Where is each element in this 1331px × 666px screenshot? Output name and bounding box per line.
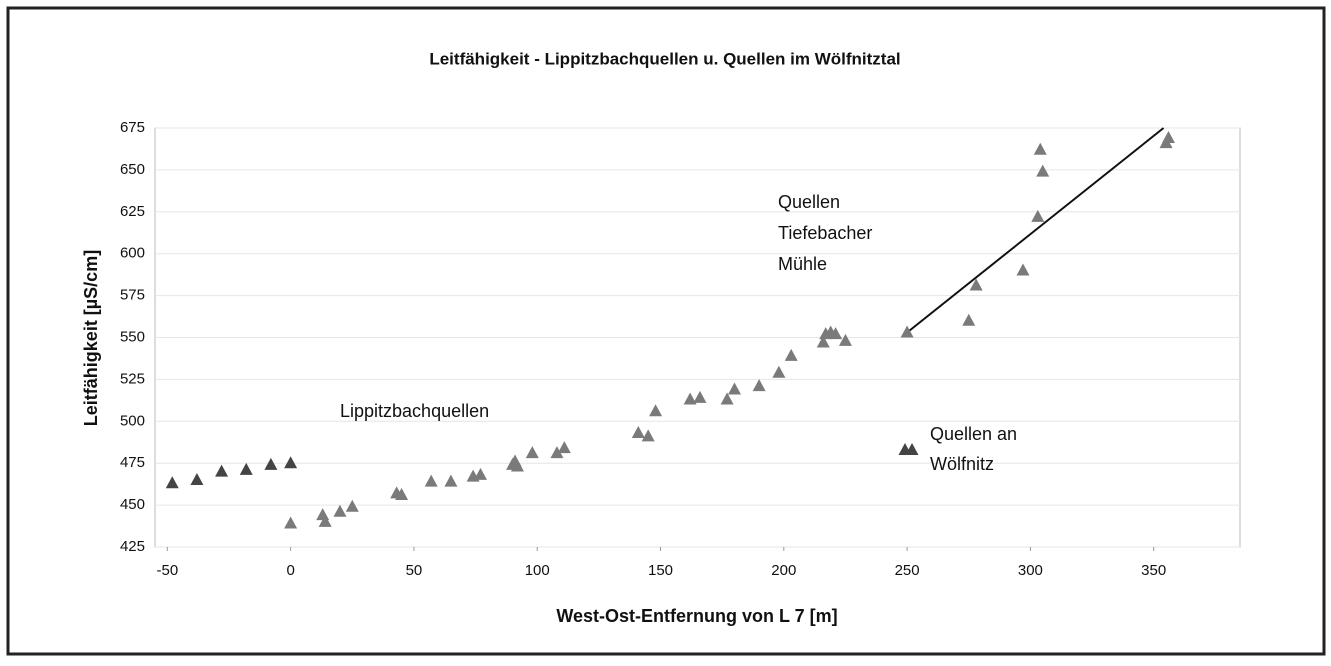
series-label: Mühle xyxy=(778,254,827,274)
data-point xyxy=(264,457,278,470)
data-point xyxy=(510,459,524,472)
data-point xyxy=(1033,142,1047,155)
y-tick-label: 500 xyxy=(120,412,145,429)
x-tick-label: 250 xyxy=(895,562,920,579)
series-label: Quellen an xyxy=(930,424,1017,444)
y-tick-label: 675 xyxy=(120,119,145,136)
x-tick-label: 150 xyxy=(648,562,673,579)
data-point xyxy=(1016,263,1030,276)
data-point xyxy=(474,467,487,480)
y-axis-title: Leitfähigkeit [µS/cm] xyxy=(81,250,101,426)
y-tick-label: 600 xyxy=(120,245,145,262)
y-tick-label: 575 xyxy=(120,287,145,304)
y-tick-label: 450 xyxy=(120,496,145,513)
data-point xyxy=(395,488,409,501)
x-tick-label: -50 xyxy=(156,562,178,579)
series-label: Tiefebacher xyxy=(778,223,872,243)
data-point xyxy=(284,516,298,529)
data-point xyxy=(784,348,798,361)
data-point xyxy=(772,365,786,378)
x-tick-label: 350 xyxy=(1141,562,1166,579)
x-tick-label: 200 xyxy=(771,562,796,579)
data-point xyxy=(444,474,458,487)
trend-line xyxy=(906,127,1165,334)
data-point xyxy=(720,392,734,405)
data-point xyxy=(1036,164,1050,177)
data-point xyxy=(284,456,298,469)
data-point xyxy=(969,278,983,291)
data-point xyxy=(1031,209,1045,222)
y-tick-label: 650 xyxy=(120,161,145,178)
data-point xyxy=(318,514,332,527)
data-point xyxy=(816,335,830,348)
data-point xyxy=(333,504,347,517)
data-point xyxy=(165,476,179,489)
data-point xyxy=(641,429,655,442)
x-tick-label: 300 xyxy=(1018,562,1043,579)
data-point xyxy=(962,313,976,326)
data-point xyxy=(649,404,663,417)
data-point xyxy=(190,472,204,485)
y-tick-label: 550 xyxy=(120,328,145,345)
series-label: Wölfnitz xyxy=(930,454,994,474)
data-point xyxy=(316,508,330,521)
data-point xyxy=(693,390,707,403)
y-tick-label: 475 xyxy=(120,454,145,471)
data-point xyxy=(1161,131,1175,144)
data-point xyxy=(727,382,741,395)
data-point xyxy=(900,325,914,338)
data-point xyxy=(525,446,539,459)
series-label: Quellen xyxy=(778,192,840,212)
data-point xyxy=(424,474,438,487)
x-tick-label: 50 xyxy=(406,562,423,579)
data-point xyxy=(215,464,229,477)
frame xyxy=(6,6,1326,656)
data-point xyxy=(838,333,852,346)
x-axis-title: West-Ost-Entfernung von L 7 [m] xyxy=(556,606,837,626)
x-tick-label: 100 xyxy=(525,562,550,579)
data-point xyxy=(239,462,253,475)
x-tick-label: 0 xyxy=(286,562,294,579)
data-point xyxy=(752,379,766,392)
data-point xyxy=(829,327,843,340)
y-tick-label: 525 xyxy=(120,370,145,387)
data-point xyxy=(345,499,359,512)
chart-title: Leitfähigkeit - Lippitzbachquellen u. Qu… xyxy=(429,49,900,68)
data-point xyxy=(683,392,697,405)
data-point xyxy=(550,446,564,459)
y-tick-label: 625 xyxy=(120,203,145,220)
series-label: Lippitzbachquellen xyxy=(340,401,489,421)
data-point xyxy=(557,441,571,454)
data-point xyxy=(631,426,645,439)
legend-marker xyxy=(905,443,919,455)
y-tick-label: 425 xyxy=(120,538,145,555)
